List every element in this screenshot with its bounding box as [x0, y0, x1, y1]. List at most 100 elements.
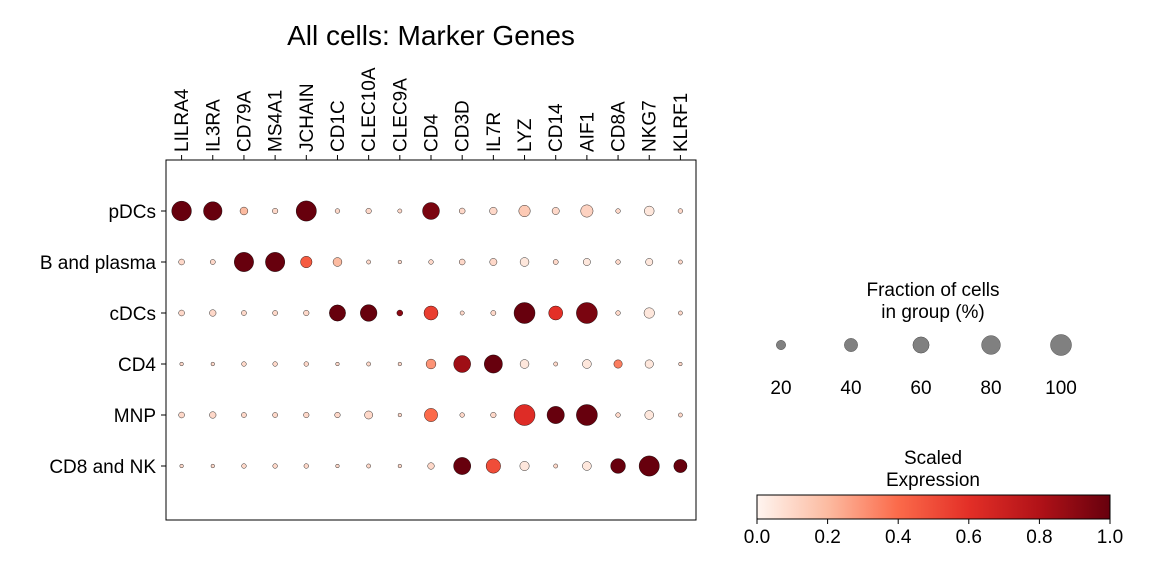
chart-title: All cells: Marker Genes: [287, 20, 575, 51]
size-legend-title: Fraction of cells in group (%): [800, 280, 1066, 324]
gene-label-clec9a: CLEC9A: [390, 78, 411, 152]
size-legend-dot-40: [844, 338, 858, 352]
dot-pdcs-jchain: [295, 200, 317, 222]
dot-cd8-and-nk-lyz: [519, 461, 530, 471]
dot-b-and-plasma-cd14: [552, 259, 559, 265]
dot-cd4-klrf1: [678, 361, 683, 367]
gene-label-cd4: CD4: [422, 114, 443, 152]
size-legend: 20 40 60 80 100: [770, 334, 1077, 399]
size-legend-title-line2: in group (%): [881, 302, 985, 323]
gene-label-jchain: JCHAIN: [297, 83, 318, 152]
gene-label-il7r: IL7R: [484, 112, 505, 152]
dot-cd4-clec9a: [397, 361, 402, 367]
dot-b-and-plasma-ms4a1: [265, 252, 285, 272]
dot-cdcs-il7r: [490, 310, 497, 316]
dot-b-and-plasma-aif1: [583, 258, 591, 266]
dot-cd8-and-nk-il3ra: [210, 463, 215, 469]
gene-label-il3ra: IL3RA: [203, 99, 224, 152]
gene-label-cd8a: CD8A: [609, 101, 630, 152]
dot-cd4-il3ra: [210, 361, 215, 367]
dot-cd8-and-nk-cd79a: [241, 463, 247, 469]
dot-mnp-klrf1: [678, 412, 683, 418]
size-legend-dot-80: [981, 335, 1001, 355]
size-legend-label-100: 100: [1045, 378, 1077, 399]
dot-mnp-nkg7: [644, 410, 654, 420]
dot-pdcs-lilra4: [171, 200, 192, 222]
dot-cdcs-ms4a1: [272, 310, 278, 316]
dot-cd4-cd8a: [613, 359, 623, 369]
size-legend-dot-60: [912, 336, 930, 354]
dot-mnp-cd1c: [334, 412, 341, 418]
dot-cdcs-il3ra: [209, 309, 217, 317]
dot-b-and-plasma-il7r: [489, 258, 498, 266]
dot-cd8-and-nk-lilra4: [179, 463, 184, 469]
dot-pdcs-clec10a: [365, 208, 372, 214]
color-legend-title-line1: Scaled: [903, 448, 963, 469]
size-legend-label-80: 80: [980, 378, 1001, 399]
dot-pdcs-cd3d: [459, 207, 466, 215]
dot-b-and-plasma-jchain: [300, 256, 313, 268]
dot-mnp-il7r: [490, 412, 497, 418]
dot-pdcs-ms4a1: [272, 208, 279, 214]
dot-cd8-and-nk-cd1c: [335, 463, 340, 469]
color-legend-title: Scaled Expression: [800, 448, 1066, 492]
dot-b-and-plasma-clec10a: [366, 259, 371, 265]
dot-cd8-and-nk-cd8a: [610, 458, 626, 474]
colorbar-tick-label: 1.0: [1097, 527, 1123, 548]
size-legend-label-40: 40: [840, 378, 861, 399]
gene-label-ms4a1: MS4A1: [266, 90, 287, 152]
colorbar-tick-label: 0.6: [956, 527, 982, 548]
dot-cd4-lilra4: [179, 361, 184, 367]
group-label-cdcs: cDCs: [110, 304, 156, 325]
dot-mnp-cd14: [546, 406, 565, 424]
dot-cd4-il7r: [484, 354, 503, 374]
dot-cdcs-cd1c: [329, 304, 346, 322]
gene-label-cd1c: CD1C: [328, 100, 349, 152]
colorbar-tick-label: 0.4: [885, 527, 912, 548]
colorbar-tick-label: 0.2: [814, 527, 840, 548]
dot-b-and-plasma-lyz: [519, 257, 530, 267]
dot-cd8-and-nk-jchain: [303, 463, 309, 469]
dot-mnp-cd3d: [459, 412, 465, 418]
dot-pdcs-lyz: [518, 205, 531, 217]
dot-cdcs-lyz: [513, 302, 536, 324]
dot-cd8-and-nk-nkg7: [638, 455, 660, 477]
dot-b-and-plasma-cd8a: [615, 259, 621, 265]
dot-pdcs-aif1: [580, 204, 594, 218]
dot-cd8-and-nk-aif1: [582, 461, 592, 471]
dot-cd4-nkg7: [644, 359, 654, 369]
gene-label-cd3d: CD3D: [453, 100, 474, 152]
dot-cd4-cd3d: [453, 355, 471, 373]
colorbar-tick-label: 0.0: [744, 527, 770, 548]
dot-b-and-plasma-lilra4: [178, 258, 185, 266]
dot-cd8-and-nk-il7r: [485, 458, 501, 474]
dot-b-and-plasma-klrf1: [678, 259, 683, 265]
gene-label-lyz: LYZ: [515, 118, 536, 152]
dot-cdcs-klrf1: [678, 310, 683, 316]
size-legend-title-line1: Fraction of cells: [866, 280, 1000, 301]
dot-cdcs-cd14: [548, 305, 563, 321]
dot-cd4-cd1c: [335, 361, 340, 367]
gene-label-nkg7: NKG7: [640, 100, 661, 152]
dot-mnp-clec9a: [397, 412, 402, 418]
dot-cdcs-cd4: [423, 305, 439, 321]
dot-cd4-cd79a: [241, 361, 247, 367]
dot-pdcs-nkg7: [644, 205, 655, 217]
gene-label-cd79a: CD79A: [234, 90, 255, 152]
group-label-b-and-plasma: B and plasma: [40, 253, 157, 274]
dot-b-and-plasma-cd3d: [459, 258, 466, 266]
dot-b-and-plasma-cd4: [428, 259, 434, 265]
dot-cd4-cd14: [553, 361, 559, 367]
dot-pdcs-clec9a: [397, 208, 403, 214]
dot-cd4-clec10a: [366, 361, 371, 367]
dot-b-and-plasma-nkg7: [645, 258, 654, 266]
dot-cdcs-lilra4: [178, 309, 185, 317]
colorbar: [756, 494, 1111, 520]
group-label-pdcs: pDCs: [108, 202, 156, 223]
dot-cd8-and-nk-cd4: [427, 462, 435, 470]
dot-cd8-and-nk-cd14: [553, 463, 559, 469]
dot-cd8-and-nk-klrf1: [673, 459, 688, 473]
dot-mnp-cd8a: [615, 412, 621, 418]
dot-cd4-aif1: [582, 359, 592, 369]
dot-cdcs-nkg7: [643, 307, 655, 319]
